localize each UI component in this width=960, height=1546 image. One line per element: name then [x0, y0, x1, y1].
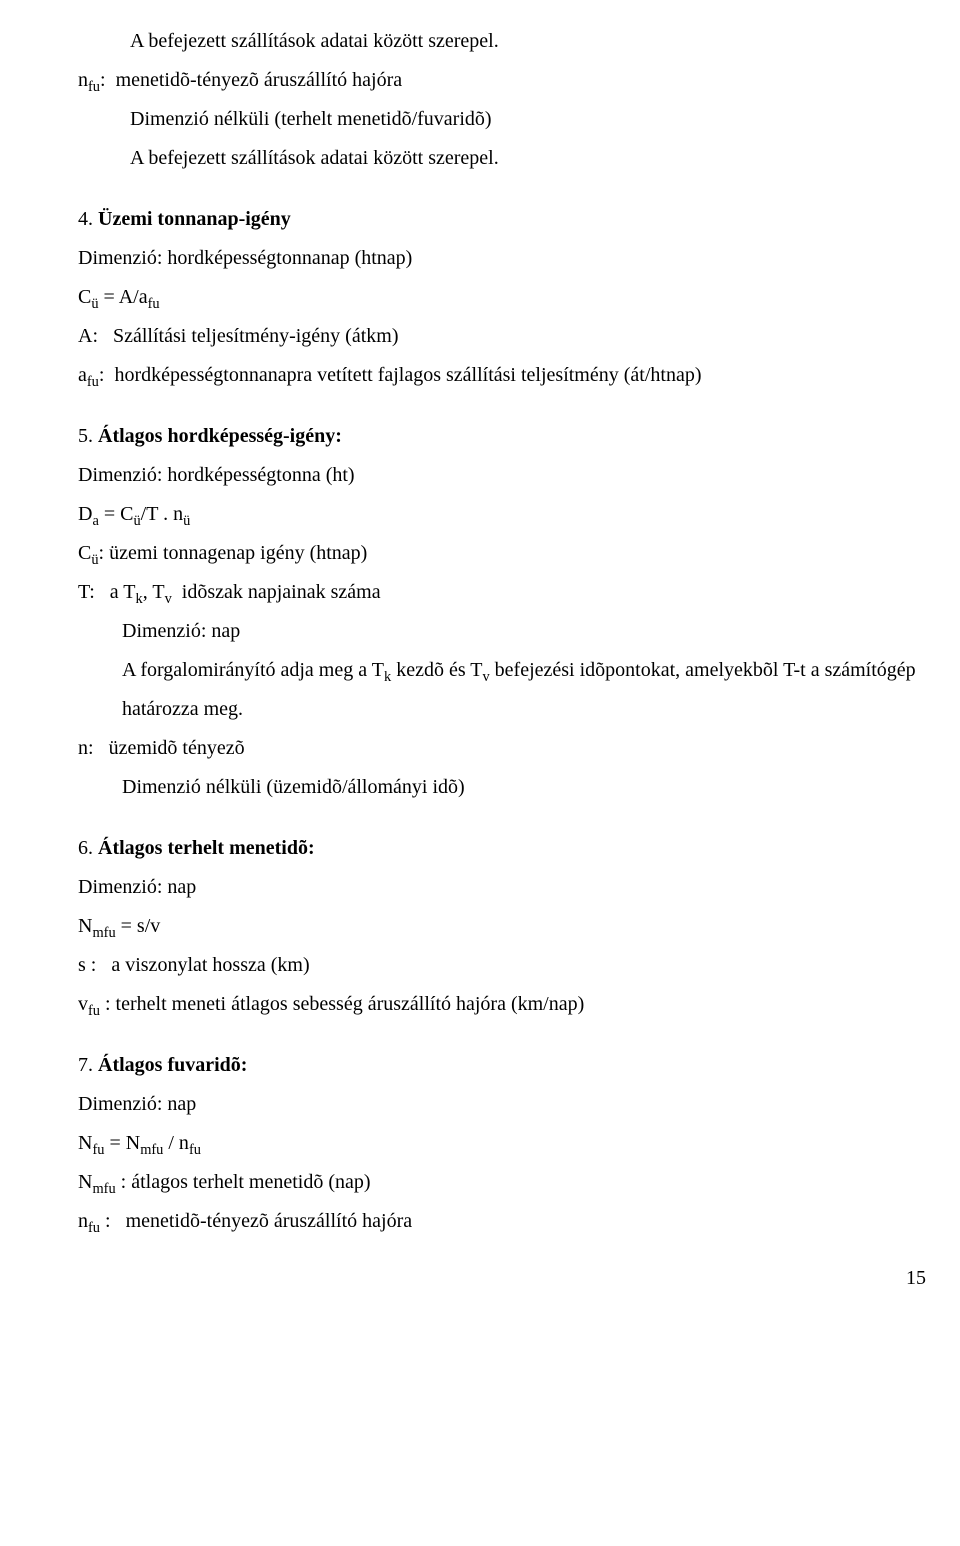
s5-formula: Da = Cü/T . nü	[78, 495, 950, 534]
s5-n-dim: Dimenzió nélküli (üzemidõ/állományi idõ)	[122, 768, 950, 807]
intro-block: A befejezett szállítások adatai között s…	[78, 22, 950, 178]
s7-heading: 7. Átlagos fuvaridõ:	[78, 1046, 950, 1085]
intro-nfu: nfu: menetidõ-tényezõ áruszállító hajóra	[130, 61, 950, 100]
s5-T-dim: Dimenzió: nap	[122, 612, 950, 651]
s5-cu: Cü: üzemi tonnagenap igény (htnap)	[78, 534, 950, 573]
page-number: 15	[78, 1259, 950, 1298]
s4-afu-text: hordképességtonnanapra vetített fajlagos…	[114, 364, 701, 386]
s4-A-text: Szállítási teljesítmény-igény (átkm)	[113, 325, 398, 347]
s5-n-text: üzemidõ tényezõ	[109, 737, 245, 759]
s5-T-label: T:	[78, 581, 110, 603]
s5-T: T: a Tk, Tv idõszak napjainak száma	[122, 573, 950, 612]
s6-dim: Dimenzió: nap	[78, 868, 950, 907]
s5-dim: Dimenzió: hordképességtonna (ht)	[78, 456, 950, 495]
s6-vfu: vfu : terhelt meneti átlagos sebesség ár…	[78, 985, 950, 1024]
s4-A: A: Szállítási teljesítmény-igény (átkm)	[132, 317, 950, 356]
s5-n: n: üzemidõ tényezõ	[122, 729, 950, 768]
s7-dim: Dimenzió: nap	[78, 1085, 950, 1124]
section-4: 4. Üzemi tonnanap-igény Dimenzió: hordké…	[78, 200, 950, 395]
intro-nfu-sub1: Dimenzió nélküli (terhelt menetidõ/fuvar…	[130, 100, 950, 139]
s6-s-label: s :	[78, 954, 111, 976]
s7-nfu-label: nfu :	[78, 1210, 126, 1232]
section-7: 7. Átlagos fuvaridõ: Dimenzió: nap Nfu =…	[78, 1046, 950, 1241]
s6-formula: Nmfu = s/v	[78, 907, 950, 946]
s4-afu-label: afu:	[78, 364, 114, 386]
nfu-text: menetidõ-tényezõ áruszállító hajóra	[116, 69, 403, 91]
s5-heading: 5. Átlagos hordképesség-igény:	[78, 417, 950, 456]
s7-nmfu: Nmfu : átlagos terhelt menetidõ (nap)	[78, 1163, 950, 1202]
s4-dim: Dimenzió: hordképességtonnanap (htnap)	[78, 239, 950, 278]
s5-T-text: a Tk, Tv idõszak napjainak száma	[110, 581, 381, 603]
section-6: 6. Átlagos terhelt menetidõ: Dimenzió: n…	[78, 829, 950, 1024]
s5-T-desc: A forgalomirányító adja meg a Tk kezdõ é…	[122, 651, 950, 729]
s6-heading: 6. Átlagos terhelt menetidõ:	[78, 829, 950, 868]
nfu-label: nfu:	[78, 69, 116, 91]
s6-s: s : a viszonylat hossza (km)	[122, 946, 950, 985]
s7-formula: Nfu = Nmfu / nfu	[78, 1124, 950, 1163]
intro-nfu-sub2: A befejezett szállítások adatai között s…	[130, 139, 950, 178]
s5-n-label: n:	[78, 737, 109, 759]
s4-heading: 4. Üzemi tonnanap-igény	[78, 200, 950, 239]
s4-formula: Cü = A/afu	[78, 278, 950, 317]
s6-s-text: a viszonylat hossza (km)	[111, 954, 309, 976]
s4-afu: afu: hordképességtonnanapra vetített faj…	[132, 356, 950, 395]
intro-line1: A befejezett szállítások adatai között s…	[130, 22, 950, 61]
s4-A-label: A:	[78, 325, 113, 347]
section-5: 5. Átlagos hordképesség-igény: Dimenzió:…	[78, 417, 950, 807]
s7-nfu: nfu : menetidõ-tényezõ áruszállító hajór…	[130, 1202, 950, 1241]
s7-nfu-text: menetidõ-tényezõ áruszállító hajóra	[126, 1210, 413, 1232]
